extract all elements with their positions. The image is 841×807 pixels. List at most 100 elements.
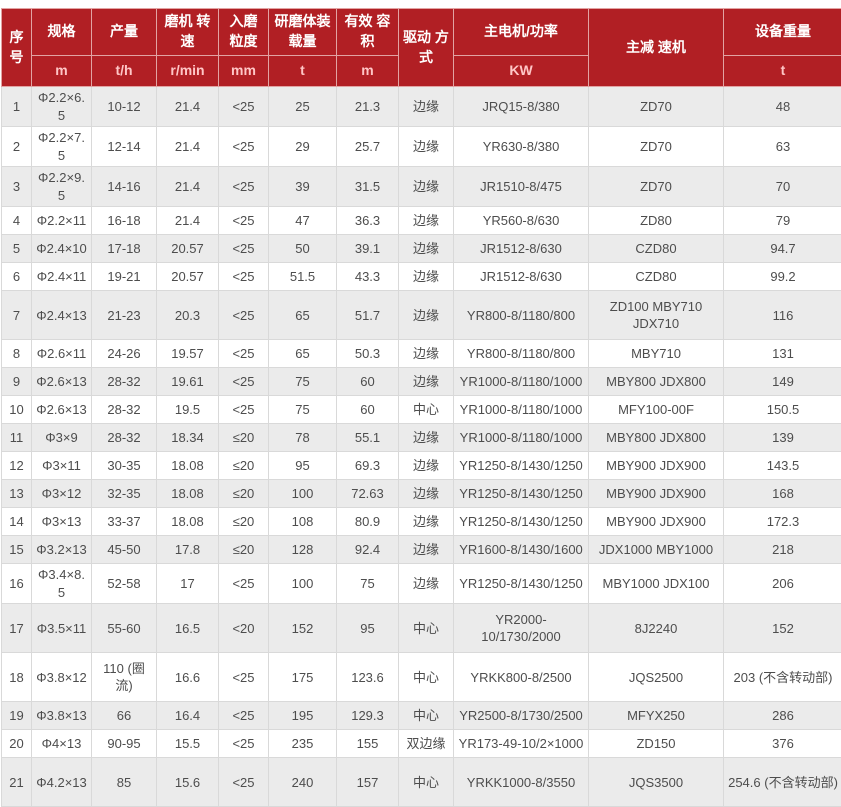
- cell-drive: 边缘: [399, 368, 454, 396]
- cell-reducer: MBY710: [589, 340, 724, 368]
- cell-feed: <25: [219, 396, 269, 424]
- cell-motor: YRKK800-8/2500: [454, 653, 589, 702]
- cell-spec: Φ3×11: [32, 452, 92, 480]
- cell-reducer: ZD80: [589, 207, 724, 235]
- cell-feed: <25: [219, 730, 269, 758]
- cell-volume: 123.6: [337, 653, 399, 702]
- cell-volume: 55.1: [337, 424, 399, 452]
- cell-motor: YR630-8/380: [454, 127, 589, 167]
- cell-reducer: ZD70: [589, 127, 724, 167]
- cell-spec: Φ2.4×13: [32, 291, 92, 340]
- cell-speed: 15.6: [157, 758, 219, 807]
- cell-output: 24-26: [92, 340, 157, 368]
- cell-drive: 边缘: [399, 424, 454, 452]
- cell-motor: YR2000-10/1730/2000: [454, 604, 589, 653]
- cell-speed: 21.4: [157, 207, 219, 235]
- cell-volume: 21.3: [337, 87, 399, 127]
- cell-reducer: ZD150: [589, 730, 724, 758]
- table-header: 序号 规格 产量 磨机 转速 入磨 粒度 研磨体装载量 有效 容积 驱动 方式 …: [2, 9, 841, 87]
- cell-feed: ≤20: [219, 508, 269, 536]
- cell-load: 128: [269, 536, 337, 564]
- cell-output: 66: [92, 702, 157, 730]
- cell-weight: 376: [724, 730, 841, 758]
- cell-reducer: MBY800 JDX800: [589, 424, 724, 452]
- cell-speed: 18.08: [157, 452, 219, 480]
- cell-no: 5: [2, 235, 32, 263]
- cell-no: 8: [2, 340, 32, 368]
- cell-spec: Φ3.2×13: [32, 536, 92, 564]
- cell-feed: <25: [219, 263, 269, 291]
- header-volume: 有效 容积: [337, 9, 399, 56]
- cell-no: 17: [2, 604, 32, 653]
- cell-load: 195: [269, 702, 337, 730]
- cell-no: 3: [2, 167, 32, 207]
- cell-spec: Φ3.5×11: [32, 604, 92, 653]
- cell-feed: <25: [219, 167, 269, 207]
- cell-feed: <25: [219, 368, 269, 396]
- cell-load: 100: [269, 480, 337, 508]
- unit-speed: r/min: [157, 56, 219, 87]
- cell-no: 10: [2, 396, 32, 424]
- cell-load: 75: [269, 368, 337, 396]
- cell-spec: Φ3.8×12: [32, 653, 92, 702]
- cell-drive: 边缘: [399, 87, 454, 127]
- cell-speed: 19.61: [157, 368, 219, 396]
- cell-motor: YR1000-8/1180/1000: [454, 424, 589, 452]
- cell-speed: 16.6: [157, 653, 219, 702]
- cell-output: 17-18: [92, 235, 157, 263]
- cell-reducer: MBY900 JDX900: [589, 480, 724, 508]
- cell-load: 29: [269, 127, 337, 167]
- cell-output: 28-32: [92, 368, 157, 396]
- cell-reducer: ZD70: [589, 87, 724, 127]
- cell-volume: 72.63: [337, 480, 399, 508]
- cell-volume: 80.9: [337, 508, 399, 536]
- cell-volume: 157: [337, 758, 399, 807]
- cell-reducer: JQS2500: [589, 653, 724, 702]
- cell-load: 51.5: [269, 263, 337, 291]
- cell-no: 4: [2, 207, 32, 235]
- cell-no: 12: [2, 452, 32, 480]
- cell-output: 14-16: [92, 167, 157, 207]
- cell-drive: 双边缘: [399, 730, 454, 758]
- cell-reducer: JQS3500: [589, 758, 724, 807]
- cell-load: 95: [269, 452, 337, 480]
- cell-feed: ≤20: [219, 536, 269, 564]
- cell-speed: 19.57: [157, 340, 219, 368]
- header-row-labels: 序号 规格 产量 磨机 转速 入磨 粒度 研磨体装载量 有效 容积 驱动 方式 …: [2, 9, 841, 56]
- cell-no: 16: [2, 564, 32, 604]
- cell-reducer: MBY900 JDX900: [589, 452, 724, 480]
- cell-no: 7: [2, 291, 32, 340]
- cell-spec: Φ2.6×13: [32, 368, 92, 396]
- header-motor: 主电机/功率: [454, 9, 589, 56]
- cell-feed: <25: [219, 340, 269, 368]
- unit-volume: m: [337, 56, 399, 87]
- cell-weight: 79: [724, 207, 841, 235]
- cell-output: 33-37: [92, 508, 157, 536]
- cell-load: 100: [269, 564, 337, 604]
- cell-volume: 31.5: [337, 167, 399, 207]
- unit-output: t/h: [92, 56, 157, 87]
- cell-motor: YR1250-8/1430/1250: [454, 564, 589, 604]
- cell-spec: Φ3×13: [32, 508, 92, 536]
- cell-drive: 边缘: [399, 207, 454, 235]
- header-drive-mode: 驱动 方式: [399, 9, 454, 87]
- cell-speed: 17.8: [157, 536, 219, 564]
- cell-spec: Φ2.2×11: [32, 207, 92, 235]
- unit-spec: m: [32, 56, 92, 87]
- cell-feed: <25: [219, 653, 269, 702]
- cell-output: 19-21: [92, 263, 157, 291]
- cell-output: 45-50: [92, 536, 157, 564]
- cell-speed: 20.57: [157, 235, 219, 263]
- cell-motor: YR2500-8/1730/2500: [454, 702, 589, 730]
